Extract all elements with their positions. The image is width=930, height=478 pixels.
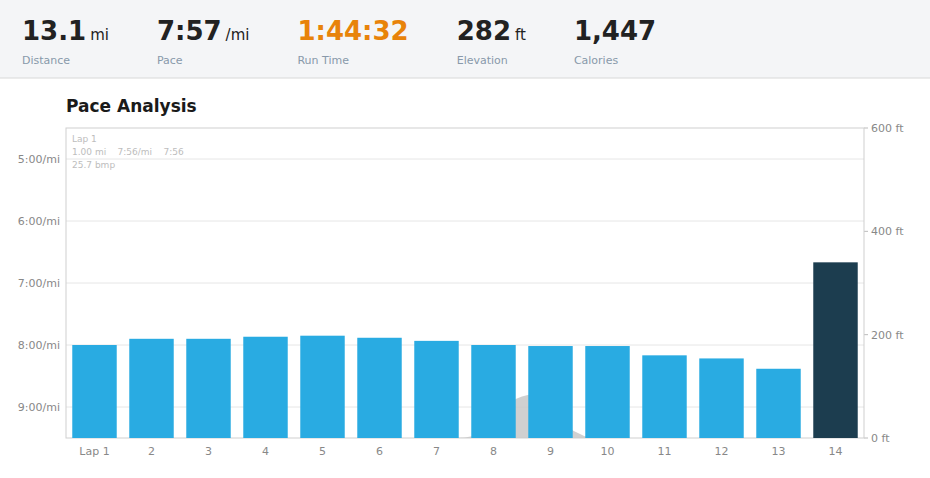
- x-tick-label: 7: [433, 445, 440, 458]
- header-bg: [0, 0, 930, 78]
- tooltip-line: Lap 1: [72, 134, 97, 144]
- tooltip-line: 1.00 mi 7:56/mi 7:56: [72, 147, 184, 157]
- grid-line: [66, 159, 864, 160]
- y2-tick: [864, 128, 868, 129]
- x-tick-label: 2: [148, 445, 155, 458]
- grid-line: [66, 345, 864, 346]
- stat-unit: ft: [515, 26, 526, 44]
- pace-bar: [300, 336, 344, 438]
- y2-tick-label: 600 ft: [871, 122, 904, 135]
- x-tick-label: 3: [205, 445, 212, 458]
- title: Pace Analysis: [66, 96, 197, 116]
- x-tick-label: Lap 1: [79, 445, 109, 458]
- x-tick-label: 8: [490, 445, 497, 458]
- pace-bar: [186, 339, 230, 438]
- stat-label: Distance: [22, 54, 70, 67]
- y2-tick: [864, 438, 868, 439]
- pace-bar: [357, 338, 401, 438]
- y-tick-label: 7:00/mi: [18, 277, 60, 290]
- grid-line: [66, 221, 864, 222]
- x-tick-label: 6: [376, 445, 383, 458]
- stat-value: 1:44:32: [297, 16, 408, 46]
- x-tick-label: 13: [772, 445, 786, 458]
- pace-bar: [699, 358, 743, 438]
- pace-bar: [72, 345, 116, 438]
- pace-bar: [756, 369, 800, 438]
- y-tick-label: 6:00/mi: [18, 215, 60, 228]
- x-tick-label: 10: [601, 445, 615, 458]
- pace-bar: [243, 337, 287, 438]
- x-tick-label: 12: [715, 445, 729, 458]
- pace-bar: [129, 339, 173, 438]
- pace-bar: [813, 262, 857, 438]
- stat-value: 7:57: [157, 16, 222, 46]
- stat-unit: /mi: [226, 26, 250, 44]
- x-tick-label: 5: [319, 445, 326, 458]
- y-tick-label: 5:00/mi: [18, 153, 60, 166]
- x-tick-label: 11: [658, 445, 672, 458]
- x-tick-label: 4: [262, 445, 269, 458]
- stat-label: Pace: [157, 54, 183, 67]
- plot-marks: [66, 262, 864, 438]
- header-border: [0, 78, 930, 79]
- pace-bar: [528, 346, 572, 438]
- tooltip-annotation: Lap 1 1.00 mi 7:56/mi 7:56 25.7 bmp: [72, 134, 184, 170]
- chart: 13.1mi Distance 7:57/mi Pace 1:44:32 Run Time…: [0, 0, 930, 478]
- y2-tick-label: 0 ft: [871, 432, 890, 445]
- y-tick-label: 9:00/mi: [18, 401, 60, 414]
- elevation-area: [66, 394, 864, 438]
- stat-label: Calories: [574, 54, 619, 67]
- y2-tick-label: 400 ft: [871, 225, 904, 238]
- stat-unit: mi: [90, 26, 109, 44]
- stat-label: Run Time: [297, 54, 349, 67]
- y-tick-label: 8:00/mi: [18, 339, 60, 352]
- grid-line: [66, 283, 864, 284]
- y2-tick: [864, 334, 868, 335]
- pace-bar: [414, 341, 458, 438]
- pace-bar: [642, 355, 686, 438]
- tooltip-line: 25.7 bmp: [72, 160, 115, 170]
- x-tick-label: 14: [829, 445, 843, 458]
- stat-value: 13.1: [22, 16, 86, 46]
- y2-tick: [864, 231, 868, 232]
- stat-value: 282: [457, 16, 511, 46]
- y2-tick-label: 200 ft: [871, 329, 904, 342]
- pace-bar: [585, 346, 629, 438]
- grid-line: [66, 407, 864, 408]
- pace-bar: [471, 345, 515, 438]
- plot-frame: [66, 128, 864, 438]
- x-tick-label: 9: [547, 445, 554, 458]
- stat-value: 1,447: [574, 16, 656, 46]
- stat-label: Elevation: [457, 54, 508, 67]
